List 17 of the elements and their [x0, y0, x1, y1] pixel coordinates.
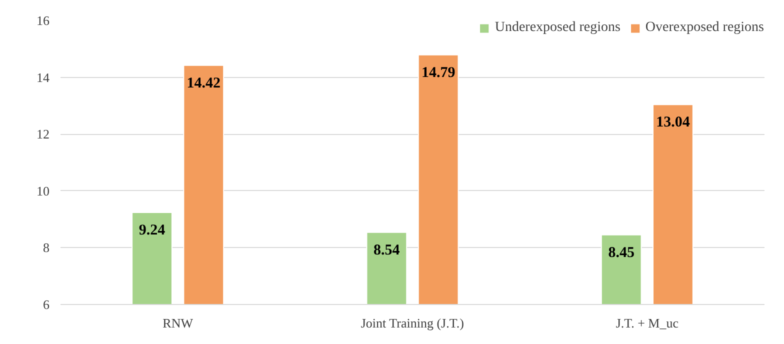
- y-tick-label: 14: [36, 70, 50, 85]
- x-tick-label: RNW: [162, 316, 194, 330]
- data-label: 8.54: [374, 242, 400, 258]
- x-tick-label: Joint Training (J.T.): [360, 316, 464, 330]
- y-tick-label: 8: [43, 240, 50, 256]
- y-tick-label: 10: [36, 183, 50, 198]
- data-label: 9.24: [138, 222, 166, 238]
- data-label: 8.45: [608, 244, 634, 261]
- legend-label: Overexposed regions: [645, 20, 764, 36]
- data-label: 14.42: [186, 75, 221, 92]
- data-label: 13.04: [656, 114, 690, 131]
- data-label: 14.79: [421, 64, 456, 81]
- legend-label: Underexposed regions: [494, 20, 620, 36]
- y-tick-label: 16: [36, 13, 50, 28]
- x-tick-label: J.T. + M_uc: [616, 316, 679, 330]
- y-tick-label: 6: [43, 297, 50, 312]
- y-tick-label: 12: [36, 126, 50, 142]
